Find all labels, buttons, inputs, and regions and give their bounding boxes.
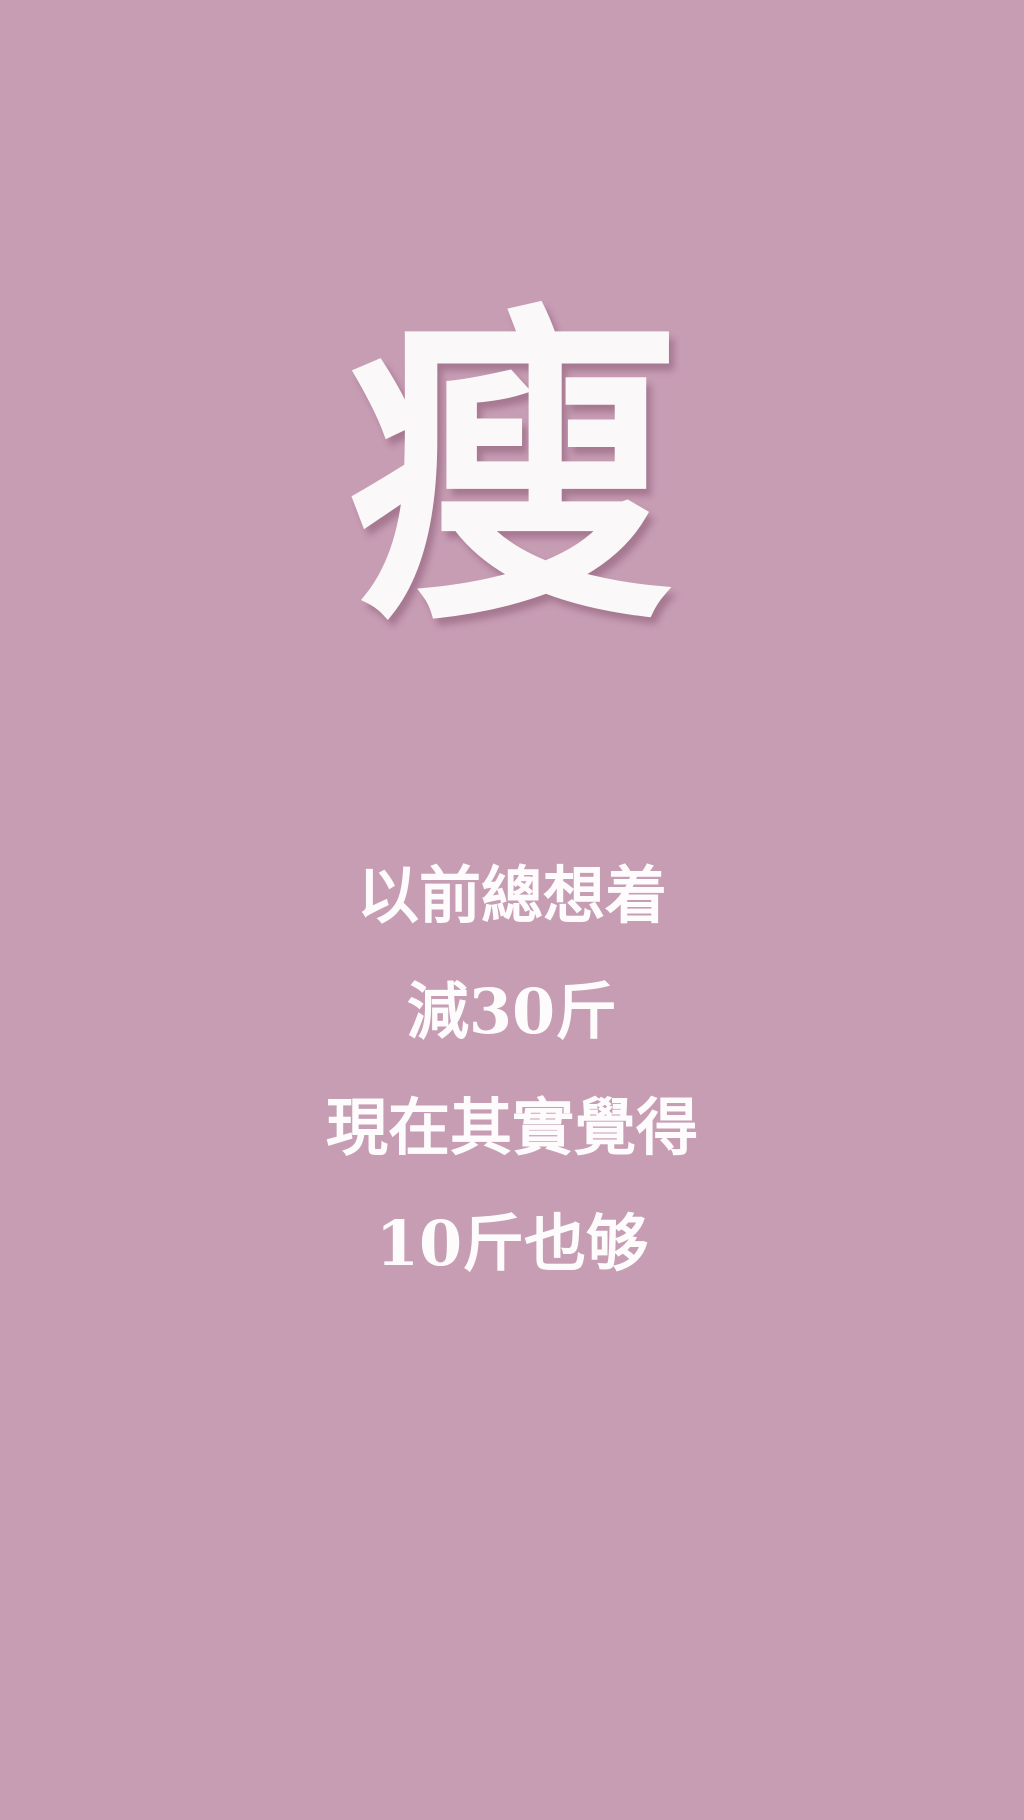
quote-line-2: 減30斤 [406, 975, 618, 1048]
quote-line-1: 以前總想着 [356, 859, 667, 932]
quote-block: 以前總想着 減30斤 現在其實覺得 10斤也够 [0, 838, 1024, 1302]
title-character: 瘦 [347, 276, 677, 664]
quote-line-4: 10斤也够 [375, 1207, 649, 1280]
quote-line-3: 現在其實覺得 [325, 1091, 698, 1164]
